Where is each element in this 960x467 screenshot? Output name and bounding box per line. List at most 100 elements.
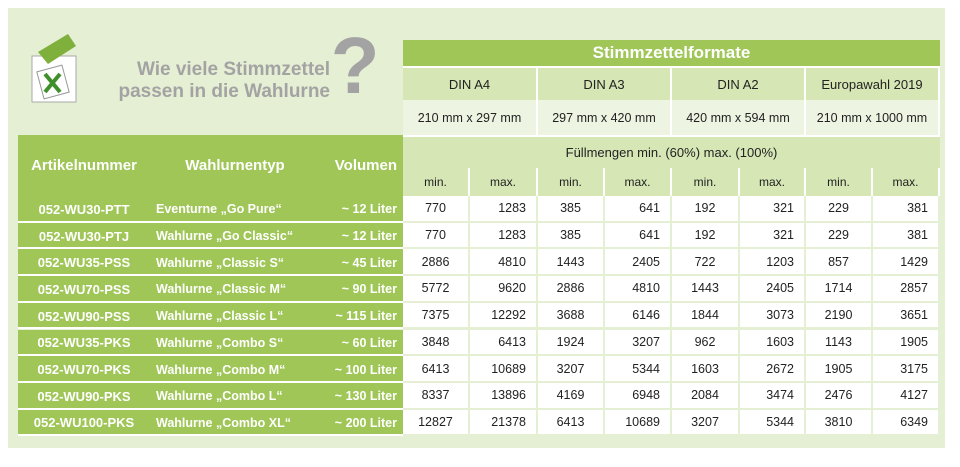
quantity: 770 [403,196,470,223]
quantity: 1283 [470,222,538,250]
sub-header: max. [470,168,538,196]
format-size: 420 mm x 594 mm [672,100,806,135]
volume: ~ 90 Liter [341,282,397,297]
row-bg [18,249,403,277]
format-size: 210 mm x 297 mm [403,100,538,135]
box-type: Eventurne „Go Pure“ [156,202,282,217]
volume: ~ 100 Liter [334,362,397,377]
sub-header: min. [672,168,740,196]
box-type: Wahlurne „Classic S“ [156,255,285,270]
quantity: 3207 [605,329,672,357]
quantity: 229 [806,196,873,223]
quantity: 12827 [403,409,470,437]
box-type: Wahlurne „Combo S“ [156,335,284,350]
quantity: 13896 [470,382,538,410]
column-header: Wahlurnentyp [185,157,285,174]
left-header [18,135,403,196]
box-type: Wahlurne „Combo M“ [156,362,286,377]
format-name: DIN A3 [538,68,672,100]
quantity: 21378 [470,409,538,437]
quantity: 3688 [538,302,605,330]
quantity: 5772 [403,276,470,303]
quantity: 2886 [403,249,470,277]
quantity: 641 [605,196,672,223]
row-bg [18,302,403,330]
quantity: 7375 [403,302,470,330]
quantity: 4810 [470,249,538,277]
quantity: 2857 [873,276,940,303]
quantity: 3073 [740,302,806,330]
quantity: 6146 [605,302,672,330]
article-number: 052-WU90-PKS [37,388,131,404]
quantity: 5344 [740,409,806,437]
quantity: 3651 [873,302,940,330]
quantity: 12292 [470,302,538,330]
format-name: DIN A2 [672,68,806,100]
quantity: 1924 [538,329,605,357]
format-size: 297 mm x 420 mm [538,100,672,135]
quantity: 4127 [873,382,940,410]
quantity: 1283 [470,196,538,223]
column-header: Volumen [334,157,397,174]
box-type: Wahlurne „Combo XL“ [156,415,291,430]
quantity: 1429 [873,249,940,277]
quantity: 321 [740,196,806,223]
quantity: 8337 [403,382,470,410]
quantity: 10689 [470,356,538,383]
quantity: 1443 [672,276,740,303]
quantity: 3207 [672,409,740,437]
quantity: 385 [538,222,605,250]
title-line: Wie viele Stimmzettel [136,59,330,80]
quantity: 3810 [806,409,873,437]
quantity: 1603 [740,329,806,357]
quantity: 6413 [403,356,470,383]
box-type: Wahlurne „Combo L“ [156,389,283,404]
article-number: 052-WU35-PKS [37,335,131,351]
quantity: 1203 [740,249,806,277]
quantity: 6349 [873,409,940,437]
ballot-icon [31,34,77,103]
quantity: 3848 [403,329,470,357]
quantity: 641 [605,222,672,250]
article-number: 052-WU90-PSS [37,308,131,324]
volume: ~ 12 Liter [341,202,397,217]
article-number: 052-WU30-PTT [38,201,130,217]
quantity: 2190 [806,302,873,330]
quantity: 4169 [538,382,605,410]
volume: ~ 200 Liter [334,415,397,430]
quantity: 3207 [538,356,605,383]
row-bg [18,382,403,410]
row-bg [18,222,403,250]
quantity: 381 [873,196,940,223]
sub-header: min. [403,168,470,196]
box-type: Wahlurne „Classic L“ [156,309,284,324]
article-number: 052-WU70-PKS [37,362,131,378]
volume: ~ 45 Liter [341,255,397,270]
sub-header: max. [873,168,940,196]
column-header: Artikelnummer [31,157,137,174]
format-name: DIN A4 [403,68,538,100]
volume: ~ 12 Liter [341,229,397,244]
quantity: 1905 [873,329,940,357]
volume: ~ 130 Liter [334,389,397,404]
quantity: 2672 [740,356,806,383]
quantity: 3175 [873,356,940,383]
row-bg [18,329,403,357]
quantity: 770 [403,222,470,250]
article-number: 052-WU35-PSS [37,255,131,271]
box-type: Wahlurne „Go Classic“ [156,229,294,244]
sub-header: min. [806,168,873,196]
quantity: 857 [806,249,873,277]
article-number: 052-WU70-PSS [37,281,131,297]
quantity: 192 [672,196,740,223]
quantity: 2886 [538,276,605,303]
quantity: 6413 [538,409,605,437]
quantity: 962 [672,329,740,357]
volume: ~ 60 Liter [341,335,397,350]
quantity: 6413 [470,329,538,357]
quantity: 229 [806,222,873,250]
table-title: Stimmzettelformate [403,40,940,68]
article-number: 052-WU30-PTJ [38,228,130,244]
quantity: 10689 [605,409,672,437]
